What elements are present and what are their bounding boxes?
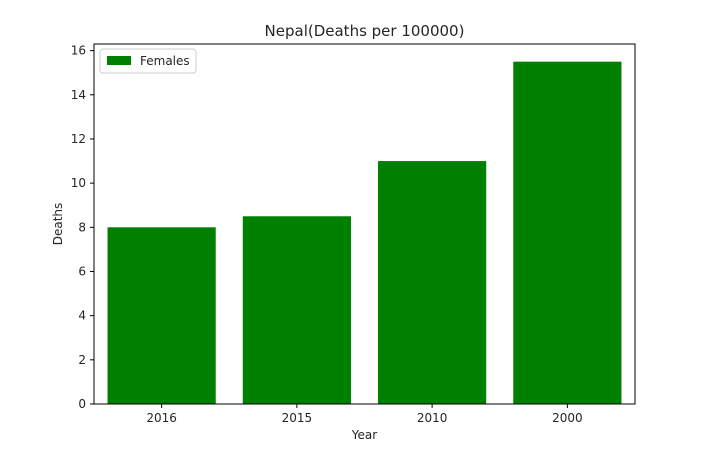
x-axis-ticks: 2016 2015 2010 2000 — [146, 404, 583, 425]
y-tick-label: 0 — [78, 397, 86, 411]
bars-group — [107, 61, 622, 405]
y-tick-label: 16 — [71, 44, 86, 58]
y-tick-label: 6 — [78, 264, 86, 278]
y-tick-label: 14 — [71, 88, 86, 102]
y-axis-title: Deaths — [51, 203, 65, 246]
x-tick-label: 2000 — [552, 411, 583, 425]
y-tick-label: 8 — [78, 220, 86, 234]
bar-2000 — [513, 61, 622, 405]
y-tick-label: 2 — [78, 353, 86, 367]
y-axis-ticks: 0 2 4 6 8 10 12 14 16 — [71, 44, 94, 411]
legend-label: Females — [140, 54, 190, 68]
x-tick-label: 2015 — [282, 411, 313, 425]
x-tick-label: 2010 — [417, 411, 448, 425]
x-tick-label: 2016 — [146, 411, 177, 425]
legend: Females — [99, 48, 197, 74]
x-axis-title: Year — [351, 428, 377, 442]
y-tick-label: 10 — [71, 176, 86, 190]
chart-title: Nepal(Deaths per 100000) — [265, 22, 465, 40]
bar-2010 — [378, 161, 487, 404]
bar-2015 — [242, 216, 351, 404]
legend-swatch — [107, 56, 131, 65]
y-tick-label: 12 — [71, 132, 86, 146]
bar-2016 — [107, 227, 216, 404]
y-tick-label: 4 — [78, 309, 86, 323]
legend-box — [99, 48, 197, 74]
plot-frame — [93, 43, 636, 405]
